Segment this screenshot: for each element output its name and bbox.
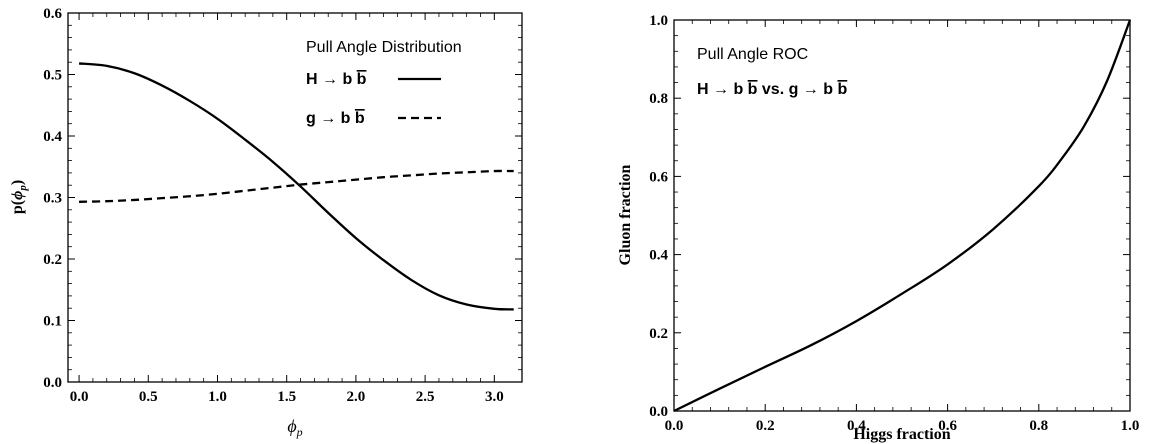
y-tick-label: 0.6 bbox=[43, 6, 62, 22]
legend-subtitle: H → b b vs. g → b b bbox=[697, 81, 847, 98]
x-tick-label: 0.0 bbox=[70, 389, 89, 405]
x-axis-label: ϕp bbox=[287, 416, 302, 439]
axis-ticks: 0.0 0.2 0.4 0.6 0.8 1.0 0.0 0.2 0.4 0.6 0.8 1.0 bbox=[649, 13, 1139, 434]
x-tick-label: 0.6 bbox=[938, 418, 957, 434]
x-tick-label: 0.5 bbox=[139, 389, 158, 405]
pull-angle-distribution-plot: 0.0 0.5 1.0 1.5 2.0 2.5 3.0 0.0 0.1 0.2 0.3 0.4 0.5 0… bbox=[9, 6, 523, 439]
curves bbox=[78, 62, 514, 311]
legend-entry-gluon: g → b b bbox=[306, 110, 441, 127]
y-tick-label: 0.4 bbox=[43, 129, 62, 145]
plot-frame bbox=[673, 19, 1131, 412]
x-tick-label: 0.0 bbox=[665, 418, 684, 434]
x-tick-label: 1.0 bbox=[208, 389, 227, 405]
x-tick-label: 0.4 bbox=[847, 418, 866, 434]
x-tick-label: 1.0 bbox=[1121, 418, 1140, 434]
x-tick-label: 1.5 bbox=[277, 389, 296, 405]
legend-title: Pull Angle Distribution bbox=[306, 39, 462, 56]
curves bbox=[673, 19, 1132, 413]
gluon-curve bbox=[79, 169, 514, 203]
axis-ticks: 0.0 0.5 1.0 1.5 2.0 2.5 3.0 0.0 0.1 0.2 0.3 0.4 0.5 0… bbox=[43, 6, 522, 405]
x-tick-label: 0.2 bbox=[756, 418, 775, 434]
y-tick-label: 0.3 bbox=[43, 191, 62, 207]
y-tick-label: 1.0 bbox=[649, 13, 668, 29]
x-tick-label: 2.0 bbox=[347, 389, 366, 405]
y-tick-label: 0.6 bbox=[649, 169, 668, 185]
x-tick-label: 2.5 bbox=[416, 389, 435, 405]
legend-title: Pull Angle ROC bbox=[697, 46, 808, 63]
x-axis-label: Higgs fraction bbox=[853, 426, 950, 443]
pull-angle-roc-plot: 0.0 0.2 0.4 0.6 0.8 1.0 0.0 0.2 0.4 0.6 0.8 1.0 Hig… bbox=[617, 13, 1139, 443]
y-tick-label: 0.2 bbox=[43, 252, 62, 268]
y-tick-label: 0.5 bbox=[43, 68, 62, 84]
higgs-curve bbox=[78, 62, 514, 311]
legend-entry-higgs: H → b b bbox=[306, 71, 441, 88]
x-tick-label: 3.0 bbox=[485, 389, 504, 405]
y-tick-label: 0.4 bbox=[649, 248, 668, 264]
y-tick-label: 0.2 bbox=[649, 326, 668, 342]
y-tick-label: 0.0 bbox=[43, 375, 62, 391]
legend-label-higgs: H → b b bbox=[306, 71, 367, 88]
legend-label-gluon: g → b b bbox=[306, 110, 365, 127]
y-tick-label: 0.1 bbox=[43, 314, 62, 330]
y-tick-label: 0.8 bbox=[649, 91, 668, 107]
y-tick-label: 0.0 bbox=[649, 404, 668, 420]
x-tick-label: 0.8 bbox=[1029, 418, 1048, 434]
y-axis-label: Gluon fraction bbox=[617, 164, 634, 265]
plot-frame bbox=[67, 12, 523, 383]
roc-curve bbox=[673, 19, 1132, 413]
y-axis-label: p(ϕp) bbox=[9, 180, 29, 214]
